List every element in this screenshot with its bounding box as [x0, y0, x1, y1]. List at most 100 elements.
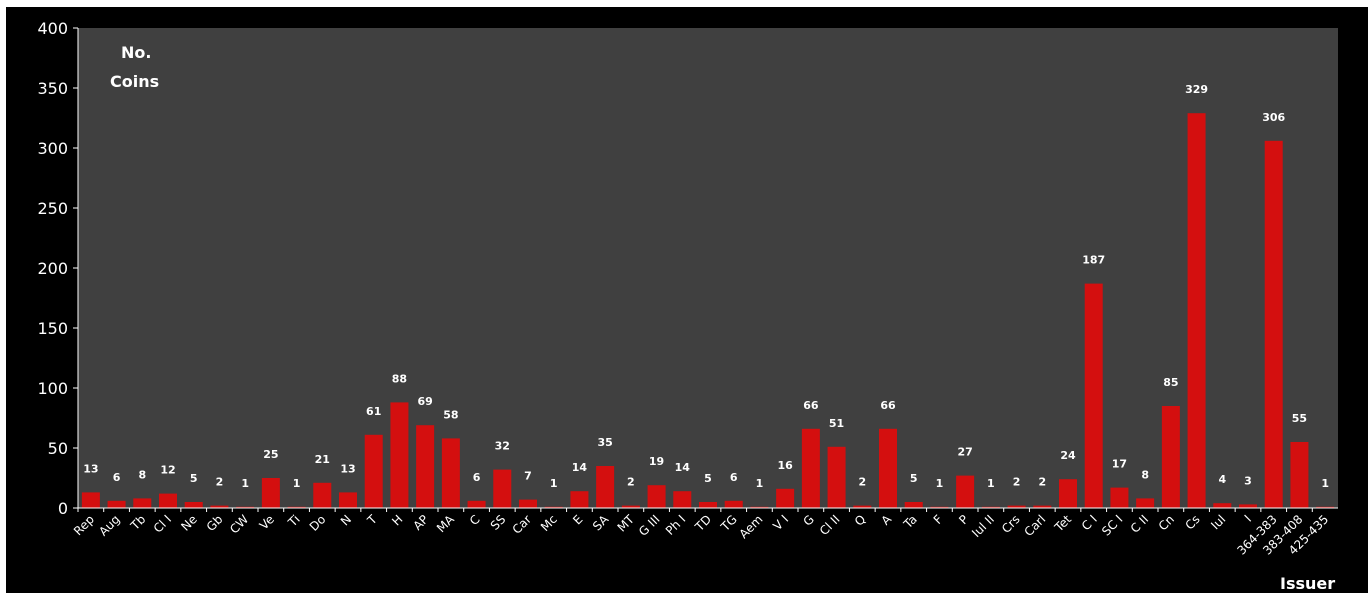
- data-label: 21: [315, 453, 330, 466]
- bar: [853, 505, 872, 508]
- y-tick-label: 0: [58, 499, 68, 518]
- bar: [261, 478, 280, 508]
- y-tick-label: 300: [37, 139, 68, 158]
- x-tick-label: Rep: [71, 512, 97, 538]
- data-label: 61: [366, 405, 381, 418]
- x-tick-label: Ph I: [663, 512, 689, 538]
- bar: [699, 502, 717, 508]
- data-label: 6: [730, 471, 738, 484]
- x-tick-label: C I: [1079, 512, 1100, 533]
- data-label: 85: [1163, 376, 1178, 389]
- x-tick-label: Q: [852, 512, 869, 529]
- bars-group: [81, 113, 1335, 509]
- x-tick-label: Crs: [999, 512, 1023, 536]
- data-label: 32: [495, 440, 510, 453]
- x-tick-label: Mc: [538, 512, 560, 534]
- bar: [81, 492, 100, 508]
- data-label: 8: [138, 468, 146, 481]
- x-tick-label: Tb: [127, 512, 148, 533]
- x-tick-label: Do: [307, 512, 329, 534]
- x-tick-label: P: [956, 512, 971, 527]
- x-tick-label: Tet: [1051, 512, 1074, 535]
- data-label: 19: [649, 455, 664, 468]
- plot-area: [78, 28, 1338, 508]
- data-label: 2: [1013, 476, 1021, 489]
- x-tick-label: Ne: [178, 512, 199, 533]
- x-tick-label: F: [931, 512, 946, 527]
- data-label: 5: [910, 472, 918, 485]
- bar: [956, 475, 975, 508]
- x-tick-label: V I: [770, 512, 791, 533]
- x-tick-label: Cl II: [817, 512, 843, 538]
- data-label: 7: [524, 470, 532, 483]
- data-label: 35: [597, 436, 612, 449]
- x-tick-label: Aug: [96, 512, 122, 538]
- x-tick-label: Iul: [1208, 512, 1228, 532]
- y-tick-label: 100: [37, 379, 68, 398]
- data-label: 12: [160, 464, 175, 477]
- bar: [776, 488, 795, 508]
- x-tick-label: AP: [410, 512, 431, 533]
- data-label: 66: [803, 399, 819, 412]
- bar: [827, 446, 846, 508]
- x-tick-label: TD: [692, 512, 714, 534]
- bar: [904, 502, 923, 508]
- x-tick-label: Gb: [204, 512, 226, 534]
- bar: [1213, 503, 1232, 508]
- data-label: 6: [473, 471, 481, 484]
- data-label: 1: [1321, 477, 1329, 490]
- x-tick-label: C: [467, 512, 483, 528]
- bar: [236, 506, 255, 508]
- bar: [313, 482, 332, 508]
- bar: [1110, 487, 1129, 508]
- y-tick-label: 350: [37, 79, 68, 98]
- bar: [364, 434, 383, 508]
- y-tick-label: 50: [48, 439, 68, 458]
- x-tick-label: Cs: [1182, 512, 1202, 532]
- data-label: 17: [1112, 458, 1127, 471]
- y-axis: 0 50 100 150 200 250 300 350 400: [37, 19, 79, 518]
- bar: [621, 505, 640, 508]
- y-tick-label: 150: [37, 319, 68, 338]
- x-tick-label: G III: [636, 512, 663, 539]
- bar: [1187, 113, 1206, 508]
- x-tick-label: H: [389, 512, 405, 528]
- y-tick-label: 400: [37, 19, 68, 38]
- x-tick-label: A: [878, 512, 894, 528]
- bar: [133, 498, 152, 508]
- bar: [930, 506, 949, 508]
- y-tick-label: 250: [37, 199, 68, 218]
- data-label: 58: [443, 408, 458, 421]
- data-label: 14: [675, 461, 691, 474]
- bar: [339, 492, 357, 508]
- bar: [390, 402, 409, 508]
- data-label: 55: [1292, 412, 1307, 425]
- bar: [724, 500, 743, 508]
- data-label: 66: [880, 399, 896, 412]
- data-label: 13: [340, 462, 355, 475]
- bar: [801, 428, 820, 508]
- data-label: 16: [777, 459, 793, 472]
- bar: [1084, 283, 1103, 508]
- data-label: 27: [957, 446, 972, 459]
- data-label: 1: [550, 477, 558, 490]
- bar: [287, 506, 306, 508]
- x-tick-label: Aem: [737, 512, 766, 541]
- bar: [981, 506, 1000, 508]
- data-label: 2: [858, 476, 866, 489]
- data-label: 69: [417, 395, 432, 408]
- bar: [159, 493, 177, 508]
- bar: [1290, 442, 1309, 508]
- bar: [493, 469, 512, 508]
- x-tick-label: SC I: [1099, 512, 1125, 538]
- x-tick-label: E: [570, 512, 585, 527]
- x-tick-label: Iul II: [969, 512, 997, 540]
- data-label: 24: [1060, 449, 1076, 462]
- data-label: 13: [83, 462, 98, 475]
- data-label: 1: [241, 477, 249, 490]
- bar: [1239, 504, 1257, 508]
- data-label: 2: [627, 476, 635, 489]
- x-axis: Rep Aug Tb Cl I Ne Gb CW Ve Ti Do N T H AP MA C SS Car Mc E…: [71, 507, 1338, 558]
- bar: [184, 502, 203, 508]
